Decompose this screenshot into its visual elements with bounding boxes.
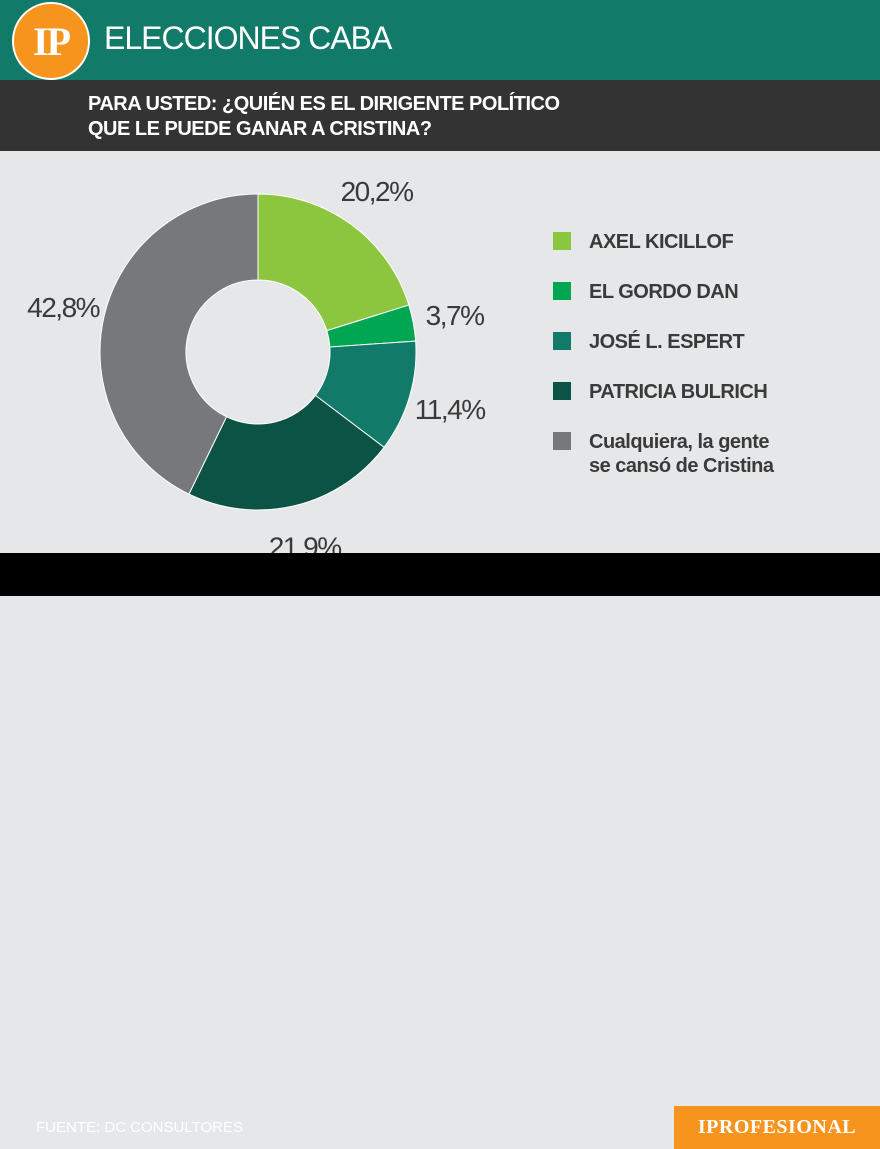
donut-svg: 20,2% 3,7% 11,4% 21,9% 42,8%	[27, 176, 487, 553]
legend-item: PATRICIA BULRICH	[553, 380, 829, 404]
legend-label-line: PATRICIA BULRICH	[589, 381, 768, 403]
legend-label-line: se cansó de Cristina	[589, 455, 774, 477]
legend-label-line: JOSÉ L. ESPERT	[589, 331, 745, 353]
ip-logo: IP	[12, 2, 90, 80]
donut-slice	[257, 193, 410, 332]
legend-item: EL GORDO DAN	[553, 280, 829, 304]
footer-bar: FUENTE: DC CONSULTORES IPROFESIONAL	[0, 553, 880, 1149]
legend-item: AXEL KICILLOF	[553, 230, 829, 254]
ip-logo-text: IP	[33, 18, 71, 64]
question-title: PARA USTED: ¿QUIÉN ES EL DIRIGENTE POLÍT…	[88, 92, 560, 142]
legend-label: EL GORDO DAN	[589, 280, 829, 304]
legend-item: Cualquiera, la gente se cansó de Cristina	[553, 430, 829, 478]
donut-slice	[99, 193, 259, 495]
slice-value-label: 21,9%	[269, 531, 341, 553]
donut-slice	[188, 394, 385, 511]
question-line-1: PARA USTED: ¿QUIÉN ES EL DIRIGENTE POLÍT…	[88, 93, 560, 115]
header-title: ELECCIONES CABA	[104, 20, 392, 56]
question-line-2: QUE LE PUEDE GANAR A CRISTINA?	[88, 118, 432, 140]
legend-label: JOSÉ L. ESPERT	[589, 330, 829, 354]
legend-label: AXEL KICILLOF	[589, 230, 829, 254]
brand-text: IPROFESIONAL	[697, 1116, 857, 1138]
legend-label: PATRICIA BULRICH	[589, 380, 829, 404]
legend-swatch	[553, 332, 571, 350]
slice-value-label: 42,8%	[27, 292, 99, 323]
iprofesional-brand: IPROFESIONAL	[674, 1106, 880, 1149]
legend-label-line: AXEL KICILLOF	[589, 231, 734, 253]
legend-label-line: EL GORDO DAN	[589, 281, 739, 303]
legend-swatch	[553, 282, 571, 300]
question-bar	[0, 80, 880, 151]
slice-value-label: 3,7%	[426, 300, 484, 331]
header-bar: IP ELECCIONES CABA	[0, 0, 880, 80]
legend-swatch	[553, 232, 571, 250]
source-text: FUENTE: DC CONSULTORES	[36, 1119, 243, 1136]
legend-label-line: Cualquiera, la gente	[589, 431, 770, 453]
legend-item: JOSÉ L. ESPERT	[553, 330, 829, 354]
donut-chart: 20,2% 3,7% 11,4% 21,9% 42,8% AXEL KICILLOF EL…	[0, 151, 880, 553]
legend-swatch	[553, 432, 571, 450]
legend-swatch	[553, 382, 571, 400]
slice-value-label: 20,2%	[341, 176, 413, 207]
slice-value-label: 11,4%	[415, 394, 485, 425]
legend-label: Cualquiera, la gente se cansó de Cristina	[589, 430, 829, 478]
